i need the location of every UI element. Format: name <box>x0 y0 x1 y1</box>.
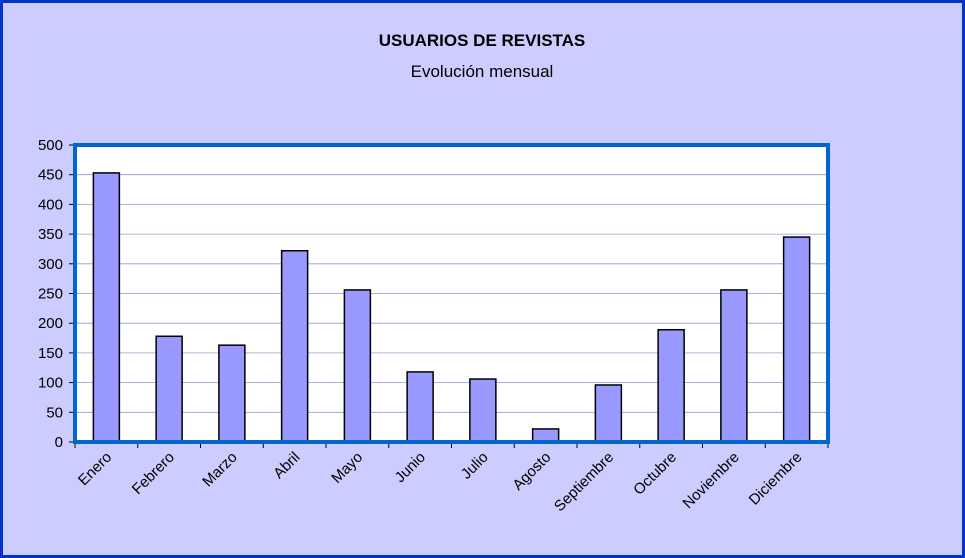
bar <box>343 289 372 443</box>
y-tick-label: 350 <box>38 226 63 243</box>
bar <box>280 249 309 443</box>
chart-subtitle: Evolución mensual <box>411 62 554 81</box>
bar <box>92 172 121 443</box>
chart-title: USUARIOS DE REVISTAS <box>379 31 586 50</box>
y-tick-label: 300 <box>38 256 63 273</box>
bar <box>406 371 434 443</box>
y-tick-label: 400 <box>38 196 63 213</box>
bar <box>155 335 183 443</box>
bar <box>594 384 623 443</box>
bar <box>782 236 811 443</box>
bar <box>469 378 497 443</box>
bar <box>657 328 685 443</box>
bar <box>720 289 748 443</box>
y-tick-label: 200 <box>38 315 63 332</box>
y-tick-label: 0 <box>55 434 63 451</box>
y-tick-label: 450 <box>38 167 63 184</box>
plot-border <box>73 143 830 444</box>
y-tick-label: 500 <box>38 137 63 154</box>
y-tick-label: 150 <box>38 345 63 362</box>
y-tick-label: 250 <box>38 286 63 303</box>
y-tick-label: 50 <box>46 404 63 421</box>
bar <box>218 344 246 443</box>
y-tick-label: 100 <box>38 375 63 392</box>
